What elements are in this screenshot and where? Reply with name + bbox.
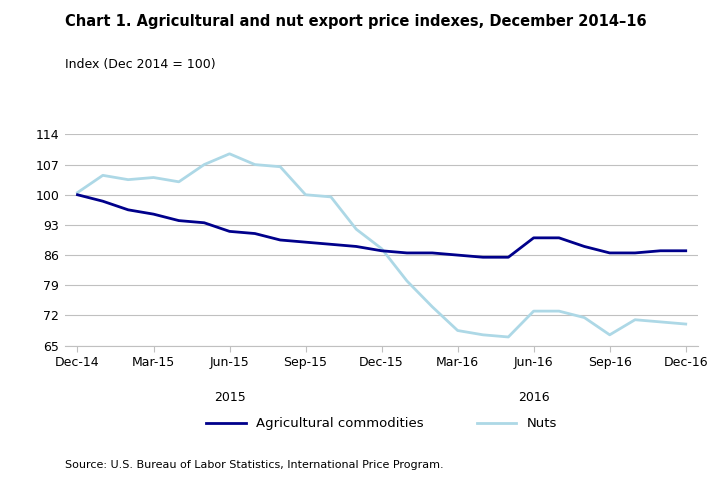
Text: Chart 1. Agricultural and nut export price indexes, December 2014–16: Chart 1. Agricultural and nut export pri… bbox=[65, 14, 647, 29]
Text: Index (Dec 2014 = 100): Index (Dec 2014 = 100) bbox=[65, 58, 215, 71]
Text: 2016: 2016 bbox=[518, 391, 549, 404]
Text: 2015: 2015 bbox=[214, 391, 246, 404]
Legend: Agricultural commodities, Nuts: Agricultural commodities, Nuts bbox=[206, 417, 557, 430]
Text: Source: U.S. Bureau of Labor Statistics, International Price Program.: Source: U.S. Bureau of Labor Statistics,… bbox=[65, 460, 444, 470]
